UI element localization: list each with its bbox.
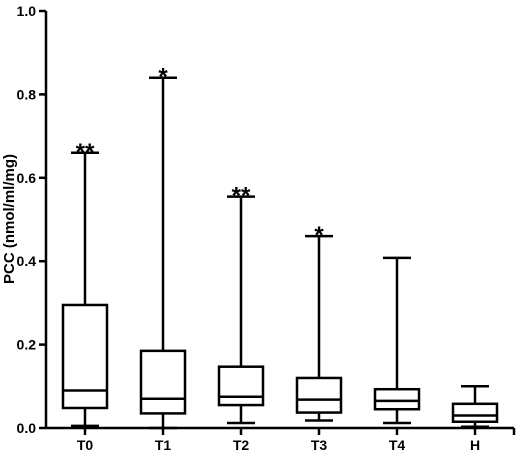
x-axis: T0 T1 T2 T3 T4 H (46, 426, 516, 453)
box-iqr (451, 402, 499, 423)
y-tick-label: 0.4 (17, 253, 37, 269)
x-tick-label: T4 (389, 437, 406, 453)
significance-marker: ** (232, 183, 251, 210)
box-iqr (373, 387, 421, 411)
box-T1: * (139, 64, 187, 430)
box-iqr (295, 376, 343, 414)
y-tick-label: 0.6 (17, 170, 37, 186)
x-tick-label: T3 (311, 437, 328, 453)
box-T3: * (295, 222, 343, 422)
box-T2: ** (217, 183, 265, 425)
x-tick-label: T0 (77, 437, 94, 453)
y-tick-label: 0.8 (17, 86, 37, 102)
y-tick-label: 1.0 (17, 3, 37, 19)
box-H (451, 385, 499, 428)
box-iqr (217, 365, 265, 407)
x-tick-label: H (470, 437, 480, 453)
box-T0: ** (61, 139, 109, 428)
y-tick-label: 0.0 (17, 420, 37, 436)
x-tick-label: T2 (233, 437, 250, 453)
significance-marker: * (314, 222, 324, 249)
boxes: ****** (61, 64, 499, 430)
box-iqr (139, 349, 187, 415)
y-axis-label: PCC (nmol/ml/mg) (1, 154, 18, 284)
significance-marker: ** (76, 139, 95, 166)
y-tick-label: 0.2 (17, 337, 37, 353)
significance-marker: * (158, 64, 168, 91)
box-T4 (373, 256, 421, 425)
box-iqr (61, 303, 109, 410)
x-tick-label: T1 (155, 437, 172, 453)
y-axis: 0.0 0.2 0.4 0.6 0.8 1.0 (17, 3, 48, 436)
